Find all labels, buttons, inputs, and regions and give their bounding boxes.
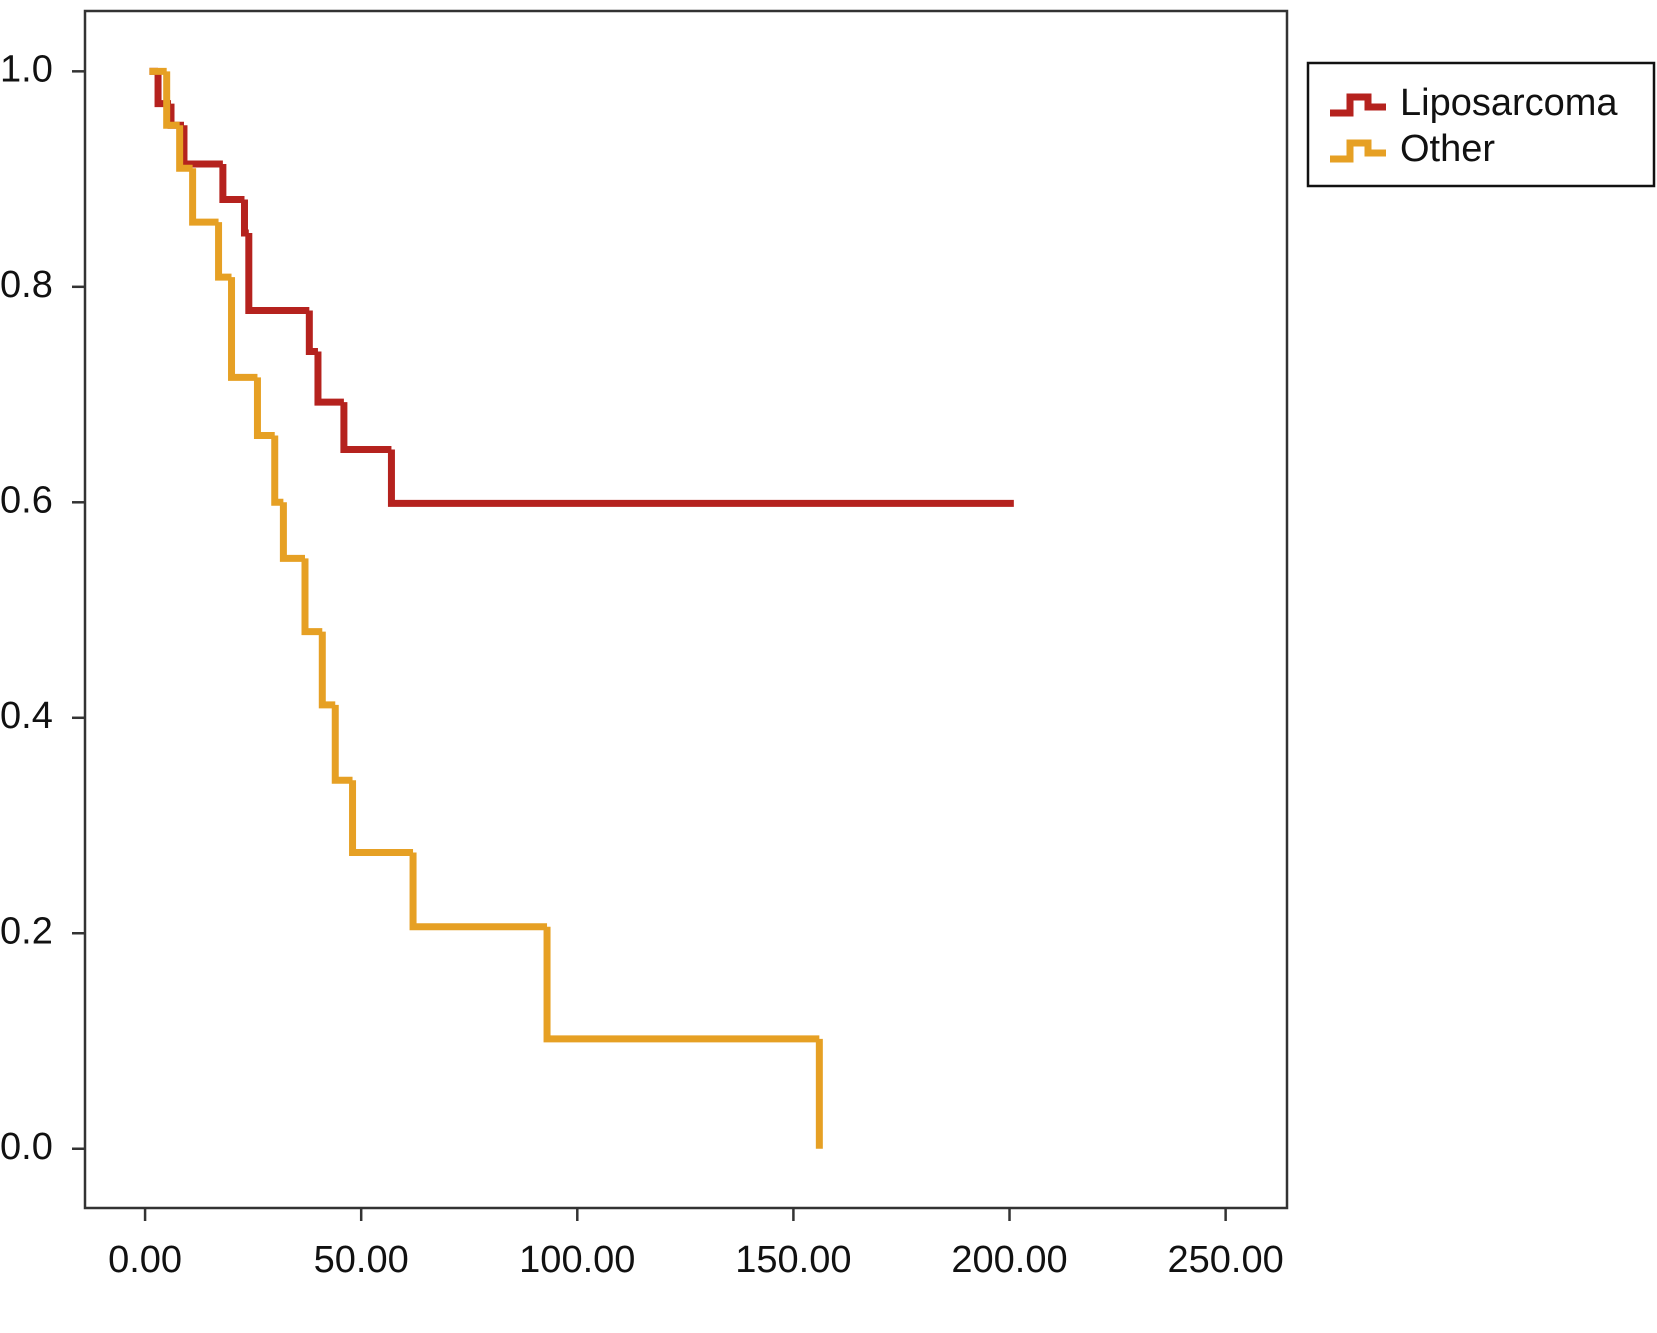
y-tick-label: 0.8 [0,264,53,306]
x-tick-label: 150.00 [735,1239,851,1281]
km-step [409,852,548,931]
km-step [301,558,323,636]
x-tick-label: 50.00 [314,1239,409,1281]
y-tick-label: 0.2 [0,910,53,952]
y-tick-label: 0.0 [0,1126,53,1168]
km-step [331,704,353,784]
km-step [305,310,318,355]
x-tick-label: 200.00 [951,1239,1067,1281]
legend-swatch [1330,93,1386,117]
km-step [215,222,232,281]
legend-box [1306,61,1656,188]
legend-label: Liposarcoma [1400,82,1618,124]
y-tick-label: 1.0 [0,48,53,90]
legend-swatch [1330,139,1386,163]
km-step [228,277,258,381]
x-tick-label: 100.00 [519,1239,635,1281]
x-tick-label: 0.00 [108,1239,182,1281]
km-step [318,631,336,709]
km-step [189,168,219,226]
km-step [180,125,223,168]
km-step [340,402,392,454]
km-step [543,926,820,1043]
km-step [314,351,344,406]
plot-frame [83,9,1289,1210]
km-step [219,163,245,204]
y-tick-label: 0.6 [0,479,53,521]
y-tick-label: 0.4 [0,695,53,737]
km-step [176,125,193,172]
km-step [349,780,414,856]
km-step [271,435,284,506]
legend-label: Other [1400,128,1495,170]
km-step [253,377,275,439]
km-step [245,232,310,315]
km-step [240,199,249,237]
x-tick-label: 250.00 [1168,1239,1284,1281]
km-step [387,449,1014,507]
km-step [279,502,305,562]
km-step [163,71,180,129]
